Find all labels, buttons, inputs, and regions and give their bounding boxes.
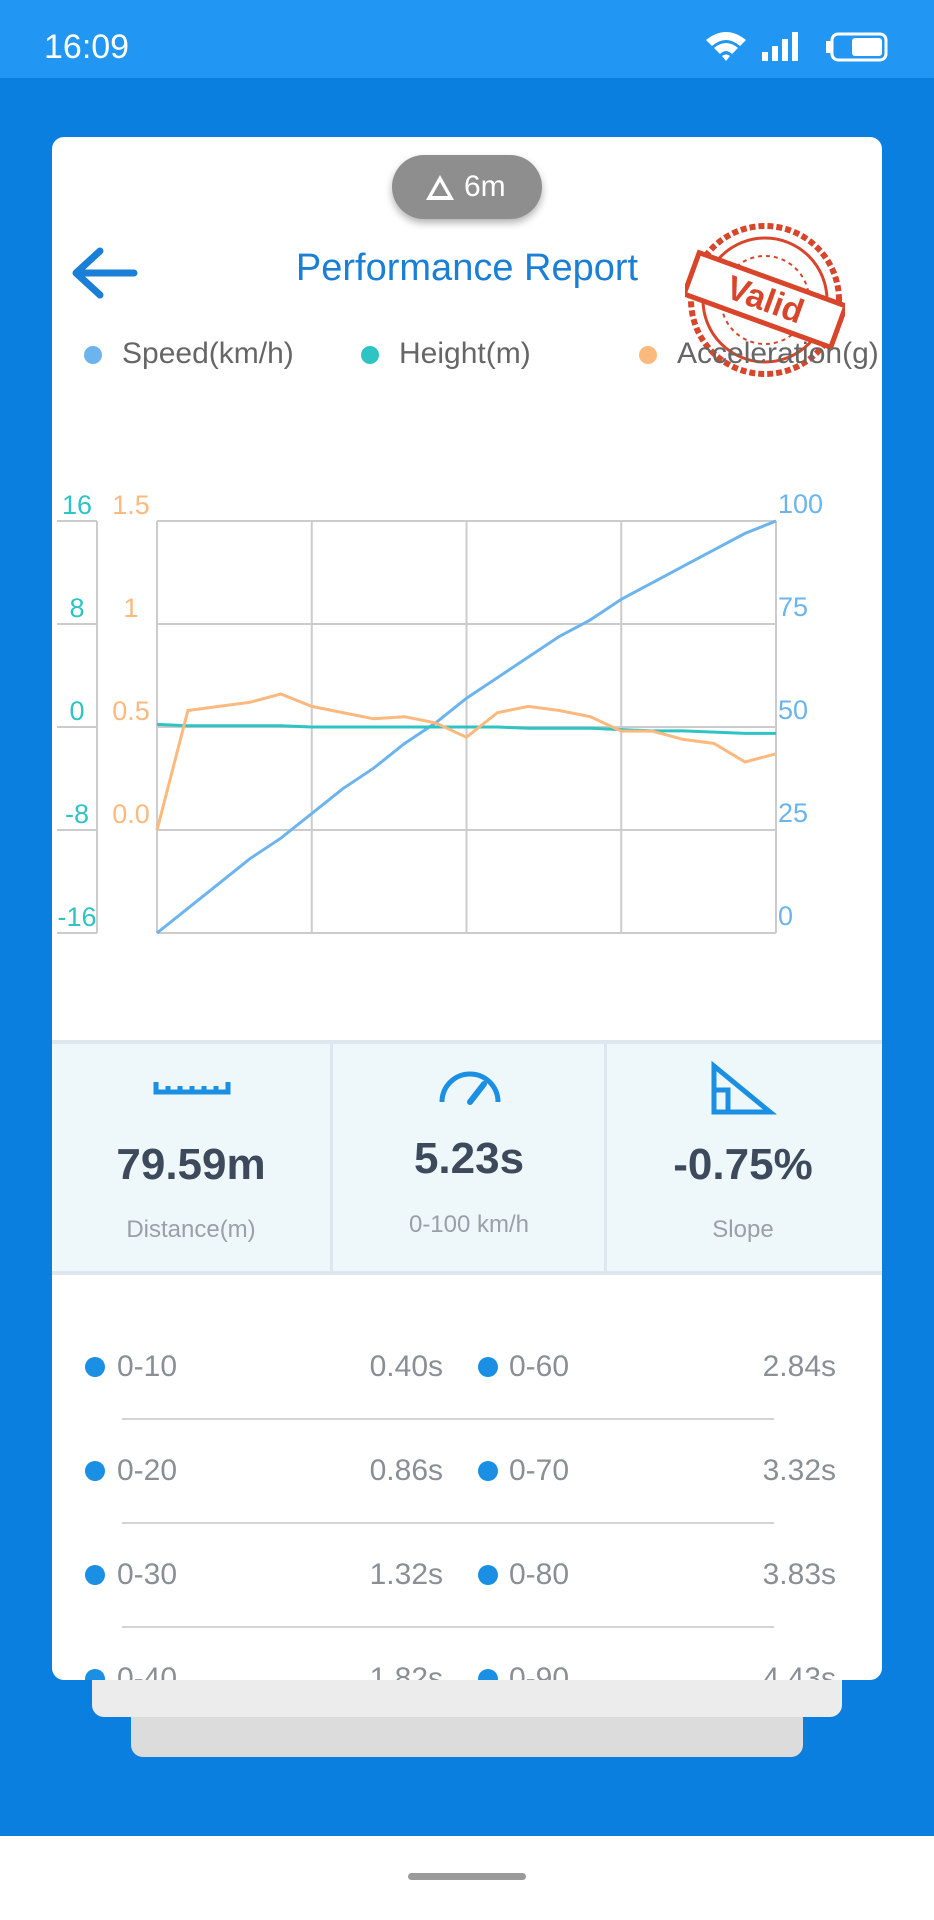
y-tick-label: 25 [778, 798, 808, 828]
split-time: 0.40s [369, 1350, 443, 1383]
valid-stamp: Valid [685, 223, 845, 377]
split-range: 0-10 [117, 1350, 178, 1383]
y-tick-label: 0 [778, 901, 793, 931]
split-time: 3.83s [762, 1558, 836, 1591]
stat-label: Slope [712, 1216, 774, 1243]
split-dot [478, 1565, 498, 1585]
split-dot [85, 1565, 105, 1585]
stat-value: 5.23s [413, 1134, 525, 1183]
stat-value: 79.59m [116, 1140, 266, 1189]
split-separator [122, 1522, 774, 1524]
y2-tick-label: -8 [65, 799, 89, 829]
stat-label: 0-100 km/h [408, 1211, 530, 1238]
legend-label: Height(m) [399, 337, 531, 370]
legend-marker [361, 346, 379, 364]
legend-label: Speed(km/h) [122, 337, 294, 370]
split-range: 0-20 [117, 1454, 178, 1487]
back-button[interactable] [72, 247, 138, 299]
legend-marker [84, 346, 102, 364]
y3-tick-label: 1 [123, 593, 138, 623]
y2-tick-label: 0 [69, 696, 84, 726]
split-dot [478, 1461, 498, 1481]
page-title: Performance Report [295, 247, 639, 289]
y-tick-label: 50 [778, 695, 808, 725]
legend-label: Acceleration(g) [677, 337, 879, 370]
split-range: 0-30 [117, 1558, 178, 1591]
stat-icons [153, 1060, 777, 1115]
split-separator [122, 1418, 774, 1420]
stats-panel: 79.59m Distance(m) 5.23s 0-100 km/h -0.75% Sl… [52, 1040, 882, 1275]
split-separator [122, 1626, 774, 1628]
y-tick-label: 100 [778, 489, 823, 519]
altitude-value: 6m [464, 170, 506, 203]
split-range: 0-40 [117, 1662, 178, 1680]
split-range: 0-90 [509, 1662, 570, 1680]
data-line [156, 722, 776, 735]
split-time: 0.86s [369, 1454, 443, 1487]
split-time: 1.82s [369, 1662, 443, 1680]
divider [604, 1044, 607, 1271]
split-dot [85, 1669, 105, 1680]
stat-value: -0.75% [673, 1140, 813, 1189]
split-time: 2.84s [762, 1350, 836, 1383]
stat-label: Distance(m) [126, 1216, 256, 1243]
data-line [156, 519, 777, 935]
y3-tick-label: 0.5 [112, 696, 150, 726]
y2-tick-label: -16 [57, 902, 96, 932]
y-tick-label: 75 [778, 592, 808, 622]
y3-tick-label: 1.5 [112, 490, 150, 520]
nav-bar [0, 1836, 934, 1920]
split-range: 0-80 [509, 1558, 570, 1591]
y2-tick-label: 16 [62, 490, 92, 520]
split-time: 4.43s [762, 1662, 836, 1680]
status-bar: 16:09 [0, 0, 934, 78]
report-card: 6m Performance Report Valid Speed(km/h) H… [52, 137, 882, 1680]
home-indicator[interactable] [408, 1873, 526, 1880]
splits-list: 0-10 0.40s 0-60 2.84s 0-20 0.86s 0-70 3.32s 0-30… [52, 1277, 882, 1680]
split-time: 1.32s [369, 1558, 443, 1591]
y2-tick-label: 8 [69, 593, 84, 623]
legend-marker [639, 346, 657, 364]
mountain-icon [426, 175, 454, 200]
divider [330, 1044, 333, 1271]
y3-tick-label: 0.0 [112, 799, 150, 829]
split-range: 0-70 [509, 1454, 570, 1487]
status-icons [706, 32, 888, 62]
split-dot [478, 1357, 498, 1377]
split-time: 3.32s [762, 1454, 836, 1487]
split-dot [85, 1461, 105, 1481]
split-range: 0-60 [509, 1350, 570, 1383]
split-dot [85, 1357, 105, 1377]
altitude-pill: 6m [392, 155, 542, 219]
chart: Speed(km/h) Height(m) Acceleration(g) 0 25 50… [57, 337, 879, 935]
data-line [155, 692, 777, 831]
clock: 16:09 [44, 28, 130, 66]
split-dot [478, 1669, 498, 1680]
